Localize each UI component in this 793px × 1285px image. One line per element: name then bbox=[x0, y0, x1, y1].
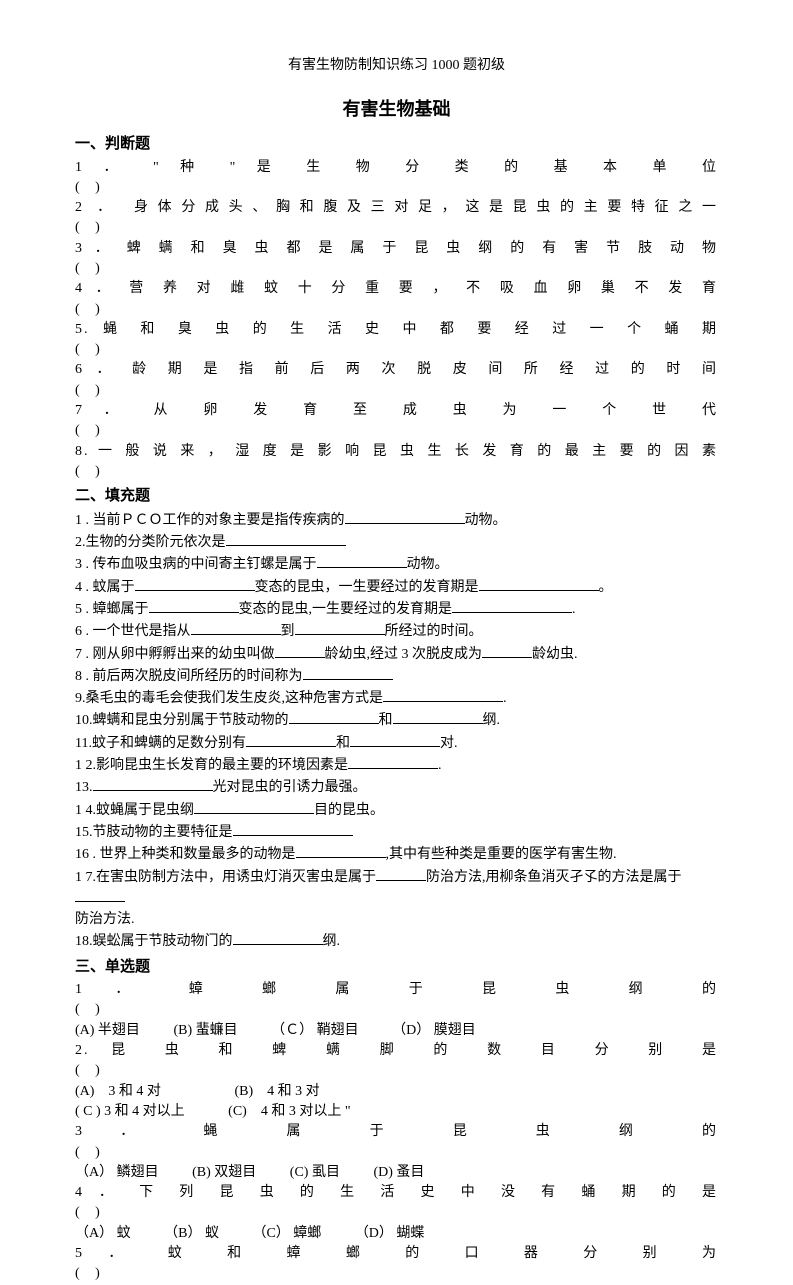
s2-q11: 11.蚊子和蜱螨的足数分别有和对. bbox=[75, 733, 718, 754]
s3-q1-a: (A) 半翅目 bbox=[75, 1021, 140, 1041]
s3-q3-d: (D) 蚤目 bbox=[373, 1163, 424, 1183]
s3-q4-b: （B） 蚁 bbox=[164, 1224, 219, 1244]
s2-q10: 10.蜱螨和昆虫分别属于节肢动物的和纲. bbox=[75, 710, 718, 731]
section-1-heading: 一、判断题 bbox=[75, 133, 718, 156]
s3-q1-opts: (A) 半翅目 (B) 蜚蠊目 （Ｃ） 鞘翅目 （D） 膜翅目 bbox=[75, 1021, 718, 1041]
s1-q6-paren: ( ) bbox=[75, 381, 718, 401]
s3-q4-a: （A） 蚊 bbox=[75, 1224, 131, 1244]
s3-q1-paren: ( ) bbox=[75, 1000, 718, 1020]
s1-q8: 8. 一 般 说 来 ， 湿 度 是 影 响 昆 虫 生 长 发 育 的 最 主… bbox=[75, 442, 718, 462]
s3-q2-paren: ( ) bbox=[75, 1061, 718, 1081]
s2-q8: 8 . 前后两次脱皮间所经历的时间称为 bbox=[75, 666, 718, 687]
page-title: 有害生物基础 bbox=[75, 96, 718, 123]
s2-q5: 5 . 蟑螂属于变态的昆虫,一生要经过的发育期是. bbox=[75, 599, 718, 620]
s2-q9: 9.桑毛虫的毒毛会使我们发生皮炎,这种危害方式是. bbox=[75, 688, 718, 709]
s1-q1: 1 ． " 种 " 是 生 物 分 类 的 基 本 单 位 bbox=[75, 158, 718, 178]
section-2-heading: 二、填充题 bbox=[75, 485, 718, 508]
s1-q5: 5. 蝇 和 臭 虫 的 生 活 史 中 都 要 经 过 一 个 蛹 期 bbox=[75, 320, 718, 340]
s3-q1: 1 ． 蟑 螂 属 于 昆 虫 纲 的 bbox=[75, 980, 718, 1000]
s3-q1-d: （D） 膜翅目 bbox=[392, 1021, 476, 1041]
s3-q5: 5 ． 蚊 和 蟑 螂 的 口 器 分 别 为 bbox=[75, 1244, 718, 1264]
s3-q3-opts: （A） 鳞翅目 (B) 双翅目 (C) 虱目 (D) 蚤目 bbox=[75, 1163, 718, 1183]
s2-q15: 15.节肢动物的主要特征是 bbox=[75, 822, 718, 843]
s3-q4-c: （C） 蟑螂 bbox=[252, 1224, 321, 1244]
s3-q3: 3 ． 蝇 属 于 昆 虫 纲 的 bbox=[75, 1122, 718, 1142]
s1-q2-paren: ( ) bbox=[75, 218, 718, 238]
section-3-heading: 三、单选题 bbox=[75, 956, 718, 979]
s3-q2-opts2: ( C ) 3 和 4 对以上 (C) 4 和 3 对以上 " bbox=[75, 1102, 718, 1122]
s1-q4-paren: ( ) bbox=[75, 300, 718, 320]
s3-q4-d: （D） 蝴蝶 bbox=[355, 1224, 425, 1244]
s3-q2: 2. 昆 虫 和 蜱 螨 脚 的 数 目 分 别 是 bbox=[75, 1041, 718, 1061]
s1-q4: 4 ． 营 养 对 雌 蚊 十 分 重 要 ， 不 吸 血 卵 巢 不 发 育 bbox=[75, 279, 718, 299]
s3-q1-c: （Ｃ） 鞘翅目 bbox=[271, 1021, 359, 1041]
s1-q7-paren: ( ) bbox=[75, 421, 718, 441]
s2-q18: 18.蜈蚣属于节肢动物门的纲. bbox=[75, 931, 718, 952]
s2-q12: 1 2.影响昆虫生长发育的最主要的环境因素是. bbox=[75, 755, 718, 776]
s3-q3-b: (B) 双翅目 bbox=[192, 1163, 256, 1183]
s1-q1-paren: ( ) bbox=[75, 178, 718, 198]
s3-q2-b: (B) 4 和 3 对 bbox=[234, 1082, 319, 1102]
s3-q3-a: （A） 鳞翅目 bbox=[75, 1163, 159, 1183]
s2-q7: 7 . 刚从卵中孵孵出来的幼虫叫做龄幼虫,经过 3 次脱皮成为龄幼虫. bbox=[75, 644, 718, 665]
s1-q2: 2 ． 身体分成头、胸和腹及三对足，这是昆虫的主要特征之一 bbox=[75, 198, 718, 218]
s3-q1-b: (B) 蜚蠊目 bbox=[173, 1021, 237, 1041]
s1-q3: 3 ． 蜱 螨 和 臭 虫 都 是 属 于 昆 虫 纲 的 有 害 节 肢 动 … bbox=[75, 239, 718, 259]
s2-q16: 16 . 世界上种类和数量最多的动物是,其中有些种类是重要的医学有害生物. bbox=[75, 844, 718, 865]
s2-q4: 4 . 蚊属于变态的昆虫，一生要经过的发育期是。 bbox=[75, 577, 718, 598]
page-header: 有害生物防制知识练习 1000 题初级 bbox=[75, 55, 718, 76]
s3-q2-opts1: (A) 3 和 4 对 (B) 4 和 3 对 bbox=[75, 1082, 718, 1102]
s2-q17: 1 7.在害虫防制方法中，用诱虫灯消灭害虫是属于防治方法,用柳条鱼消灭孑孓的方法… bbox=[75, 867, 718, 910]
s3-q5-paren: ( ) bbox=[75, 1264, 718, 1284]
s3-q3-paren: ( ) bbox=[75, 1143, 718, 1163]
s2-q2: 2.生物的分类阶元依次是 bbox=[75, 532, 718, 553]
s3-q3-c: (C) 虱目 bbox=[290, 1163, 340, 1183]
s2-q1: 1 . 当前ＰＣＯ工作的对象主要是指传疾病的动物。 bbox=[75, 510, 718, 531]
s2-q3: 3 . 传布血吸虫病的中间寄主钉螺是属于动物。 bbox=[75, 554, 718, 575]
s3-q2-c: ( C ) 3 和 4 对以上 bbox=[75, 1102, 185, 1122]
s1-q7: 7 ． 从 卵 发 育 至 成 虫 为 一 个 世 代 bbox=[75, 401, 718, 421]
s1-q6: 6 ． 龄 期 是 指 前 后 两 次 脱 皮 间 所 经 过 的 时 间 bbox=[75, 360, 718, 380]
s3-q4-paren: ( ) bbox=[75, 1203, 718, 1223]
s2-q17-cont: 防治方法. bbox=[75, 910, 718, 930]
s3-q4: 4 ． 下 列 昆 虫 的 生 活 史 中 没 有 蛹 期 的 是 bbox=[75, 1183, 718, 1203]
s1-q3-paren: ( ) bbox=[75, 259, 718, 279]
s1-q8-paren: ( ) bbox=[75, 462, 718, 482]
s3-q2-d: (C) 4 和 3 对以上 " bbox=[228, 1102, 350, 1122]
s2-q13: 13.光对昆虫的引诱力最强。 bbox=[75, 777, 718, 798]
s2-q6: 6 . 一个世代是指从到所经过的时间。 bbox=[75, 621, 718, 642]
s1-q5-paren: ( ) bbox=[75, 340, 718, 360]
s3-q4-opts: （A） 蚊 （B） 蚁 （C） 蟑螂 （D） 蝴蝶 bbox=[75, 1224, 718, 1244]
s2-q14: 1 4.蚊蝇属于昆虫纲目的昆虫。 bbox=[75, 800, 718, 821]
s3-q2-a: (A) 3 和 4 对 bbox=[75, 1082, 161, 1102]
